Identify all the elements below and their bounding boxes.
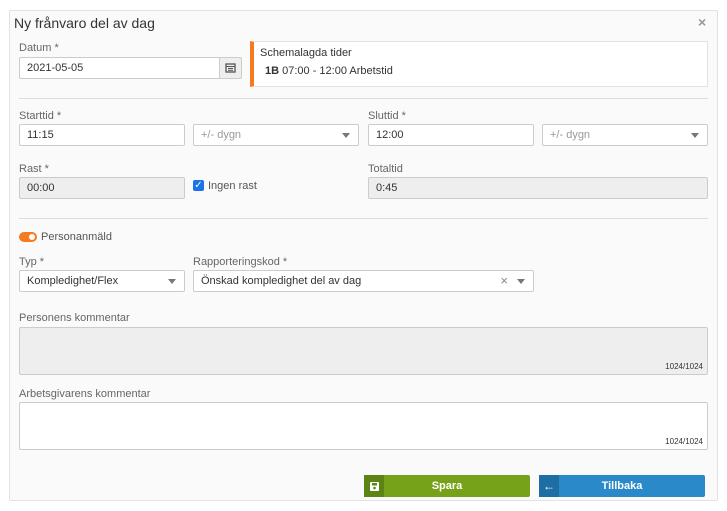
back-label: Tillbaka	[601, 480, 643, 492]
code-value: Önskad kompledighet del av dag	[201, 275, 362, 287]
save-icon	[364, 475, 384, 497]
date-input[interactable]: 2021-05-05	[19, 57, 220, 79]
calendar-icon	[225, 63, 236, 73]
employer-comment-counter: 1024/1024	[665, 437, 703, 446]
total-label: Totaltid	[368, 163, 403, 175]
save-label: Spara	[431, 480, 463, 492]
start-label: Starttid *	[19, 110, 62, 122]
save-button[interactable]: Spara	[364, 475, 530, 497]
type-value: Kompledighet/Flex	[27, 275, 119, 287]
caret-down-icon	[168, 279, 176, 284]
no-break-label: Ingen rast	[208, 180, 257, 192]
clear-icon[interactable]: ×	[500, 273, 508, 288]
break-label: Rast *	[19, 163, 49, 175]
scheduled-times-panel: Schemalagda tider 1B 07:00 - 12:00 Arbet…	[250, 41, 708, 87]
break-input[interactable]: 00:00	[19, 177, 185, 199]
start-time-input[interactable]: 11:15	[19, 124, 185, 146]
end-day-placeholder: +/- dygn	[550, 129, 591, 141]
end-label: Sluttid *	[368, 110, 406, 122]
caret-down-icon	[691, 133, 699, 138]
start-day-placeholder: +/- dygn	[201, 129, 242, 141]
no-break-checkbox[interactable]: ✓	[193, 180, 204, 191]
end-time-input[interactable]: 12:00	[368, 124, 534, 146]
scheduled-entry: 1B 07:00 - 12:00 Arbetstid	[265, 65, 393, 77]
code-label: Rapporteringskod *	[193, 256, 288, 268]
date-label: Datum *	[19, 42, 59, 54]
arrow-left-icon: ←	[539, 475, 559, 497]
employer-comment-label: Arbetsgivarens kommentar	[19, 388, 151, 400]
divider	[19, 98, 708, 99]
back-button[interactable]: ← Tillbaka	[539, 475, 705, 497]
employer-comment-textarea[interactable]: 1024/1024	[19, 402, 708, 450]
close-icon[interactable]: ×	[698, 14, 707, 30]
type-label: Typ *	[19, 256, 45, 268]
end-day-select[interactable]: +/- dygn	[542, 124, 708, 146]
type-select[interactable]: Kompledighet/Flex	[19, 270, 185, 292]
code-select[interactable]: Önskad kompledighet del av dag ×	[193, 270, 534, 292]
dialog-title: Ny frånvaro del av dag	[14, 15, 155, 31]
person-comment-textarea[interactable]: 1024/1024	[19, 327, 708, 375]
caret-down-icon	[517, 279, 525, 284]
calendar-button[interactable]	[219, 57, 242, 79]
divider	[19, 218, 708, 219]
person-comment-counter: 1024/1024	[665, 362, 703, 371]
person-comment-label: Personens kommentar	[19, 312, 130, 324]
reported-label: Personanmäld	[41, 231, 112, 243]
total-input: 0:45	[368, 177, 708, 199]
schedule-entry-text: 07:00 - 12:00 Arbetstid	[282, 65, 393, 77]
reported-toggle[interactable]	[19, 232, 37, 242]
caret-down-icon	[342, 133, 350, 138]
scheduled-title: Schemalagda tider	[260, 47, 352, 59]
start-day-select[interactable]: +/- dygn	[193, 124, 359, 146]
schedule-code: 1B	[265, 65, 280, 77]
